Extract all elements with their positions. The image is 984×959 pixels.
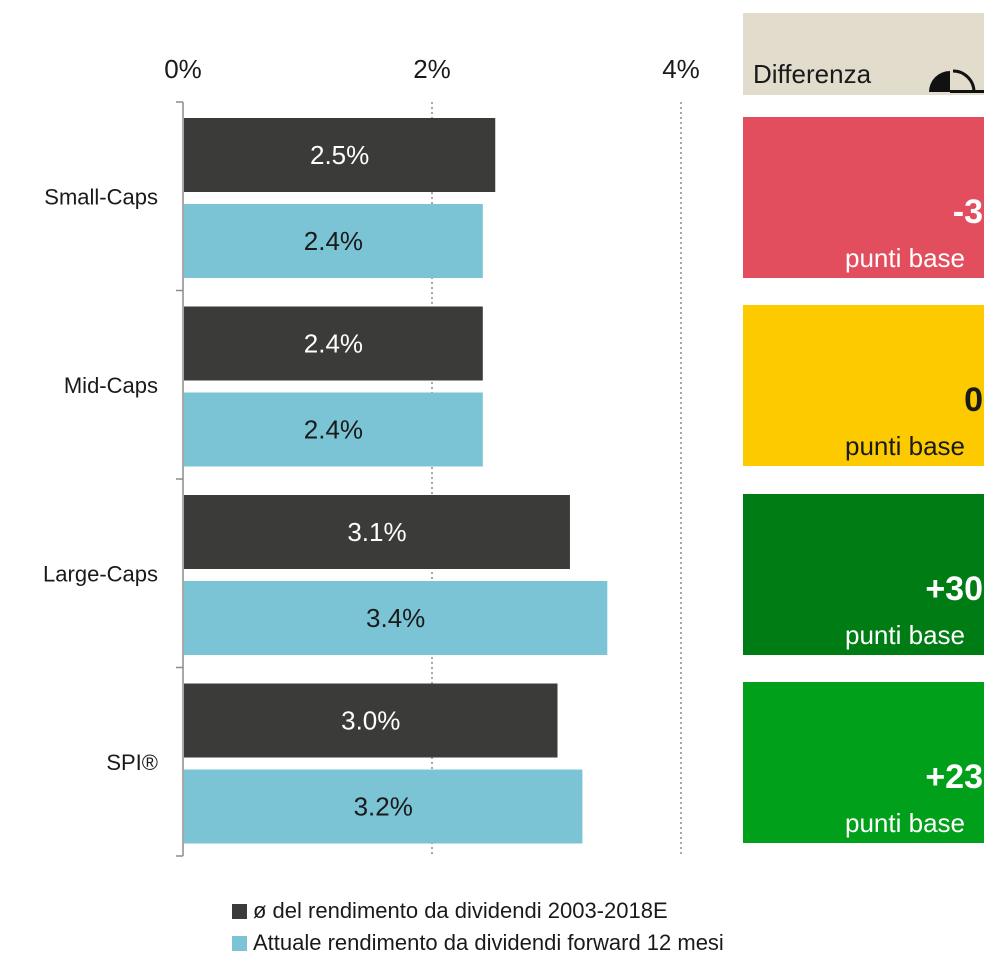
x-tick-label: 4% (662, 54, 700, 84)
category-label: SPI® (106, 750, 158, 775)
difference-unit: punti base (845, 620, 965, 650)
bar-value-label: 3.2% (354, 792, 413, 822)
bar-value-label: 3.1% (347, 517, 406, 547)
gauge-icon (929, 69, 984, 93)
bar-value-label: 2.5% (310, 140, 369, 170)
bar-value-label: 2.4% (304, 329, 363, 359)
legend-item-forward: Attuale rendimento da dividendi forward … (232, 927, 724, 959)
bar-value-label: 3.0% (341, 706, 400, 736)
bar-value-label: 2.4% (304, 226, 363, 256)
bar-average (184, 118, 496, 192)
bar-average (184, 306, 483, 381)
difference-unit: punti base (845, 431, 965, 461)
difference-value: -3 (952, 193, 983, 231)
bar-average (184, 495, 570, 569)
difference-value: +30 (925, 570, 983, 608)
bar-forward (184, 392, 483, 467)
bar-forward (184, 769, 583, 844)
legend: ø del rendimento da dividendi 2003-2018E… (232, 895, 724, 959)
difference-box-spi: +23 punti base (743, 682, 984, 843)
difference-value: +23 (925, 758, 983, 796)
difference-box-large-caps: +30 punti base (743, 494, 984, 655)
x-tick-label: 0% (164, 54, 202, 84)
difference-unit: punti base (845, 243, 965, 273)
legend-item-average: ø del rendimento da dividendi 2003-2018E (232, 895, 724, 927)
dividend-yield-bar-chart: 0% 2% 4% Small-Caps 2.5% 2.4% Mid-Caps 2.4% 2.4%… (43, 54, 700, 857)
difference-value: 0 (964, 381, 983, 419)
bar-value-label: 2.4% (304, 415, 363, 445)
legend-swatch (232, 935, 247, 951)
difference-unit: punti base (845, 808, 965, 838)
legend-swatch (232, 903, 247, 919)
bar-forward (184, 581, 608, 655)
legend-label: Attuale rendimento da dividendi forward … (253, 930, 724, 955)
difference-header: Differenza (743, 13, 984, 95)
difference-box-small-caps: -3 punti base (743, 117, 984, 278)
bar-value-label: 3.4% (366, 603, 425, 633)
bar-forward (184, 204, 483, 278)
category-label: Large-Caps (43, 561, 158, 586)
x-tick-label: 2% (413, 54, 451, 84)
legend-label: ø del rendimento da dividendi 2003-2018E (253, 898, 668, 923)
difference-box-mid-caps: 0 punti base (743, 305, 984, 466)
category-label: Mid-Caps (64, 373, 158, 398)
category-label: Small-Caps (44, 184, 158, 209)
difference-header-label: Differenza (753, 59, 872, 89)
bar-average (184, 683, 558, 758)
